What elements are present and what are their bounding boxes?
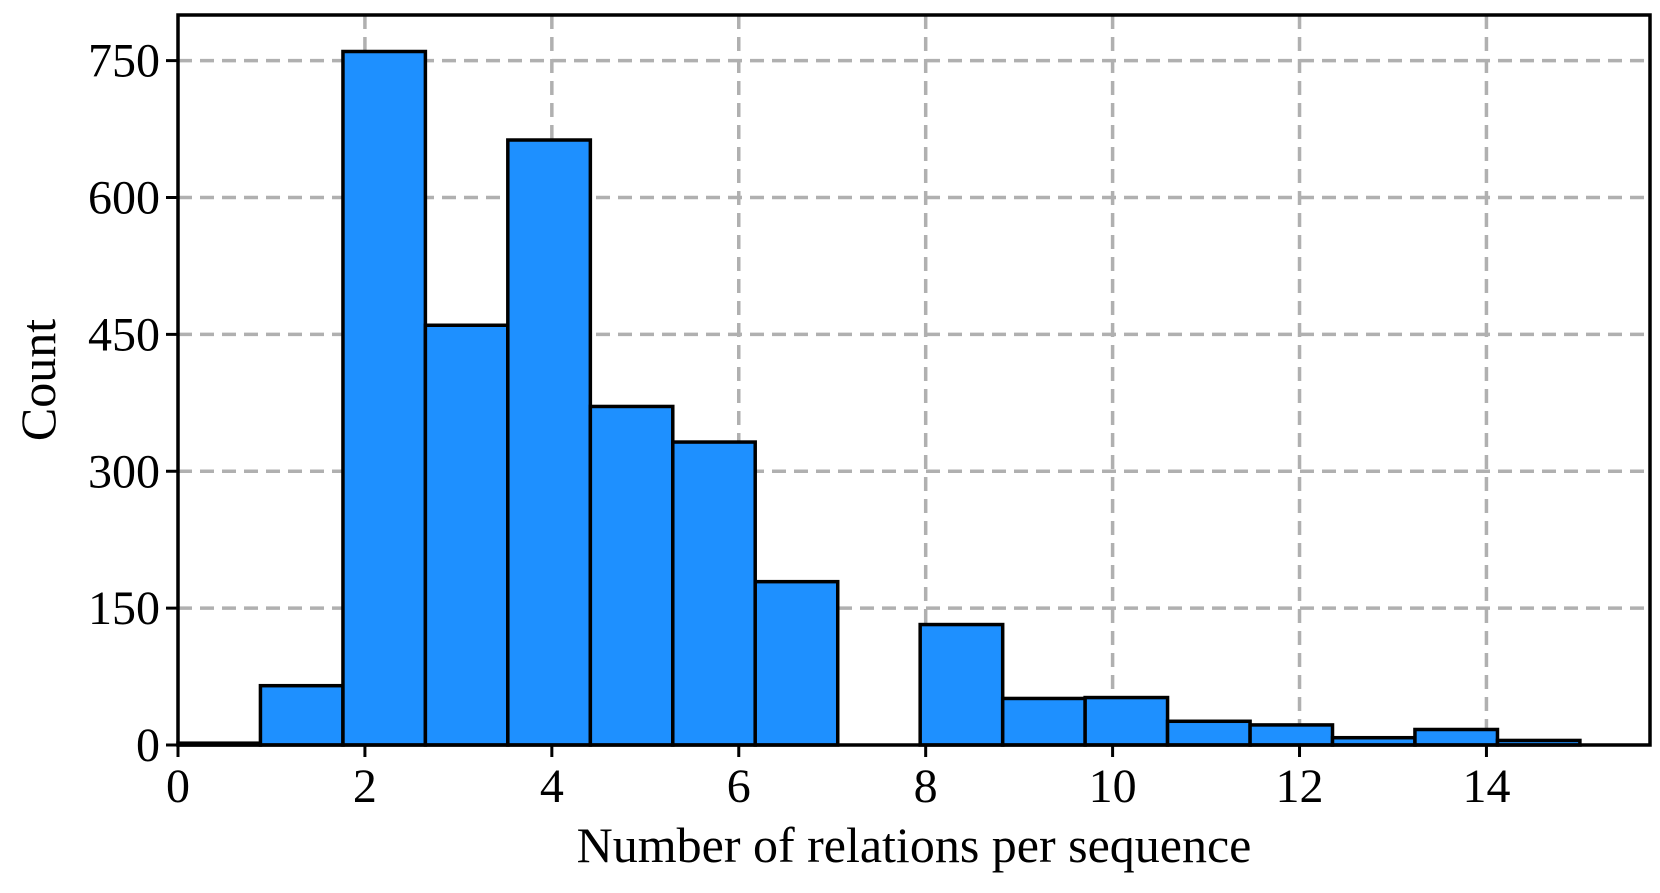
plot-frame — [176, 13, 1652, 747]
y-tick-label: 300 — [88, 445, 160, 498]
histogram-bar — [341, 49, 428, 747]
histogram-bar — [1165, 719, 1252, 747]
histogram-bar — [423, 323, 510, 747]
histogram-bar — [1083, 695, 1170, 747]
histogram-bar — [671, 440, 757, 747]
x-tick-label: 2 — [353, 760, 377, 813]
histogram-bar — [506, 138, 593, 747]
histogram-bars — [176, 49, 1582, 747]
x-tick-label: 6 — [727, 760, 751, 813]
x-tick-label: 10 — [1089, 760, 1137, 813]
x-tick-label: 14 — [1462, 760, 1510, 813]
y-tick-label: 0 — [136, 719, 160, 772]
x-tick-label: 12 — [1276, 760, 1324, 813]
y-tick-label: 750 — [88, 35, 160, 88]
y-tick-label: 600 — [88, 172, 160, 225]
x-tick-label: 0 — [166, 760, 190, 813]
histogram-bar — [588, 404, 675, 747]
histogram-bar — [1248, 723, 1335, 747]
x-tick-label: 4 — [540, 760, 564, 813]
y-tick-label: 450 — [88, 308, 160, 361]
x-axis-ticks: 0 2 4 6 8 10 12 14 — [166, 745, 1510, 813]
histogram-bar — [1413, 727, 1500, 747]
histogram-bar — [918, 622, 1005, 747]
y-tick-label: 150 — [88, 582, 160, 635]
histogram-bar — [1000, 696, 1087, 747]
histogram-bar — [258, 683, 345, 747]
histogram-bar — [753, 579, 840, 747]
y-axis-ticks: 0 150 300 450 600 750 — [88, 35, 178, 772]
y-axis-title: Count — [10, 319, 66, 441]
x-tick-label: 8 — [914, 760, 938, 813]
x-axis-title: Number of relations per sequence — [577, 817, 1252, 873]
